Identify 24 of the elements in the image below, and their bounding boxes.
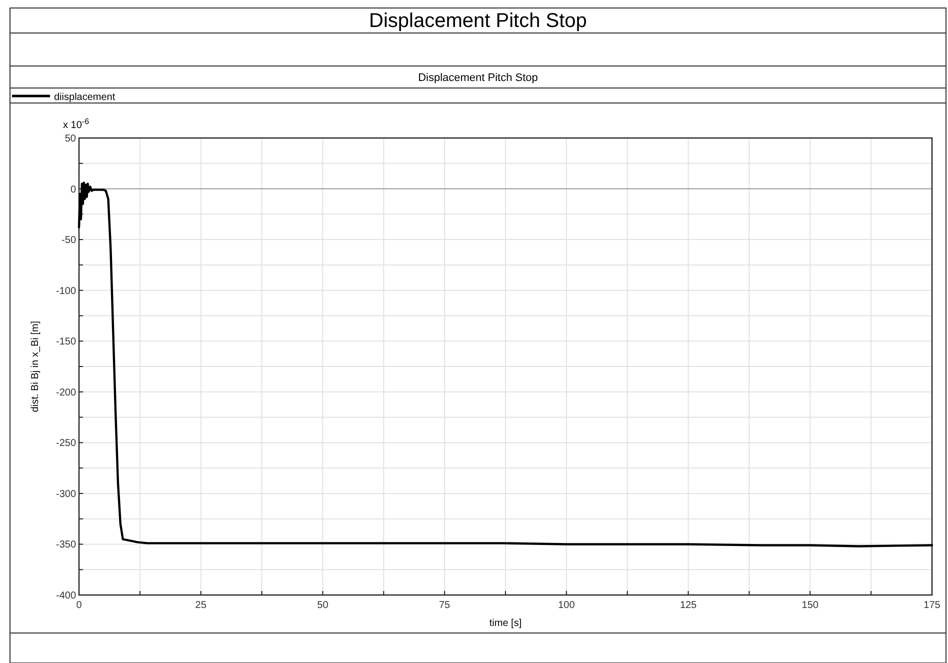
x-tick-label: 125 bbox=[680, 600, 698, 611]
chart-title: Displacement Pitch Stop bbox=[369, 10, 587, 32]
y-tick-label: 0 bbox=[70, 184, 76, 196]
y-tick-label: -250 bbox=[56, 438, 76, 450]
x-tick-label: 175 bbox=[924, 600, 941, 611]
text: x 10$^{-6}$ bbox=[63, 116, 90, 131]
y-axis-title: dist. Bi Bj in x_Bi [m] bbox=[30, 320, 41, 412]
chart-subtitle: Displacement Pitch Stop bbox=[418, 72, 538, 84]
x-tick-label: 100 bbox=[558, 600, 576, 611]
y-tick-label: 50 bbox=[64, 134, 76, 144]
x-axis-title: time [s] bbox=[489, 618, 522, 629]
x-tick-label: 50 bbox=[317, 600, 329, 611]
y-tick-label: -350 bbox=[56, 540, 76, 551]
x-tick-label: 75 bbox=[439, 600, 451, 611]
y-tick-label: -300 bbox=[56, 488, 76, 500]
y-tick-label: -150 bbox=[56, 336, 76, 348]
y-tick-label: -100 bbox=[56, 286, 76, 297]
x-tick-label: 25 bbox=[195, 600, 207, 611]
line-series bbox=[78, 182, 934, 548]
y-tick-label: -400 bbox=[56, 590, 76, 602]
y-tick-label: -200 bbox=[56, 387, 76, 398]
y-tick-label: -50 bbox=[62, 235, 76, 246]
legend-label: diisplacement bbox=[54, 92, 116, 103]
x-tick-label: 150 bbox=[802, 600, 819, 611]
